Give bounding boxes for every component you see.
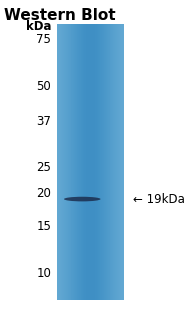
Ellipse shape (64, 197, 101, 201)
Text: 37: 37 (36, 115, 51, 128)
Text: kDa: kDa (26, 20, 51, 33)
Text: 75: 75 (36, 33, 51, 46)
Text: 15: 15 (36, 220, 51, 233)
Text: 25: 25 (36, 161, 51, 174)
Text: 10: 10 (36, 267, 51, 280)
Text: Western Blot: Western Blot (4, 8, 115, 23)
Text: ← 19kDa: ← 19kDa (133, 193, 185, 205)
Text: 50: 50 (36, 80, 51, 93)
Text: 20: 20 (36, 187, 51, 200)
